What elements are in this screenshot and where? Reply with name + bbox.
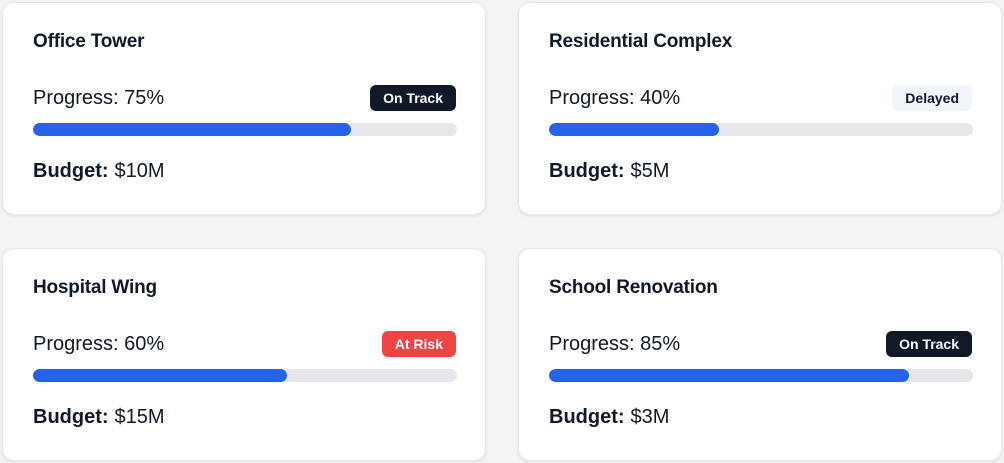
progress-label: Progress: 75% <box>33 87 165 109</box>
status-badge: At Risk <box>381 331 456 357</box>
budget-value: $5M <box>630 160 670 182</box>
progress-fill <box>33 123 351 136</box>
progress-track <box>33 369 457 382</box>
budget-label: Budget: <box>549 406 625 428</box>
progress-track <box>549 369 973 382</box>
progress-fill <box>549 123 719 136</box>
progress-label: Progress: 60% <box>33 333 165 355</box>
project-title: Office Tower <box>33 31 145 52</box>
status-badge: Delayed <box>892 85 972 111</box>
progress-track <box>33 123 457 136</box>
budget-label: Budget: <box>33 406 109 428</box>
budget: Budget: $15M <box>33 406 165 429</box>
status-badge: On Track <box>886 331 972 357</box>
budget-value: $3M <box>630 406 670 428</box>
project-card: Office Tower Progress: 75% On Track Budget:… <box>2 2 486 215</box>
project-title: School Renovation <box>549 277 718 298</box>
budget-value: $15M <box>114 406 165 428</box>
progress-label: Progress: 85% <box>549 333 681 355</box>
progress-track <box>549 123 973 136</box>
project-title: Hospital Wing <box>33 277 157 298</box>
progress-fill <box>33 369 288 382</box>
budget-label: Budget: <box>549 160 625 182</box>
budget-label: Budget: <box>33 160 109 182</box>
budget: Budget: $5M <box>549 160 669 183</box>
progress-fill <box>549 369 910 382</box>
project-card: School Renovation Progress: 85% On Track Bu… <box>518 248 1002 461</box>
project-card: Residential Complex Progress: 40% Delayed B… <box>518 2 1002 215</box>
project-title: Residential Complex <box>549 31 733 52</box>
budget: Budget: $10M <box>33 160 165 183</box>
status-badge: On Track <box>370 85 456 111</box>
progress-label: Progress: 40% <box>549 87 681 109</box>
budget: Budget: $3M <box>549 406 669 429</box>
budget-value: $10M <box>114 160 165 182</box>
project-card: Hospital Wing Progress: 60% At Risk Budget:… <box>2 248 486 461</box>
